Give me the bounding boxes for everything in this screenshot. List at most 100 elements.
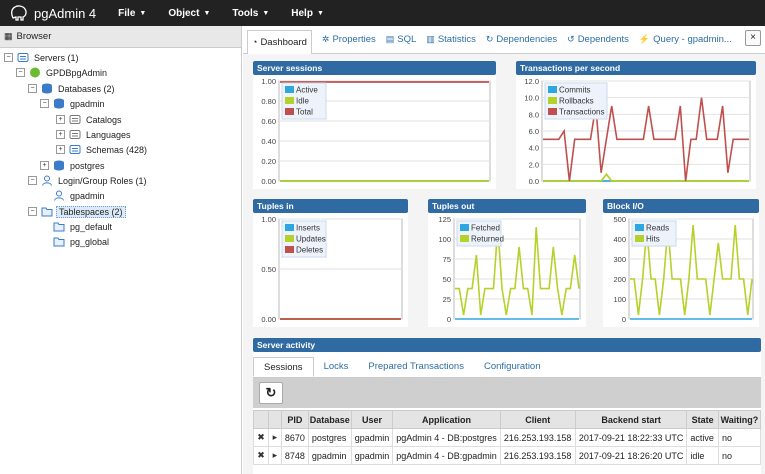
expand-icon[interactable]: + bbox=[56, 115, 65, 124]
column-header bbox=[267, 410, 282, 429]
column-header: Database bbox=[307, 410, 352, 429]
languages-icon bbox=[69, 129, 81, 140]
terminate-session-icon[interactable]: ✖ bbox=[253, 446, 269, 465]
tree-node[interactable]: gpadmin bbox=[40, 188, 107, 203]
main-tab-bar: ◔ Dashboard ✲ Properties ▤ SQL ▥ Statistics ↻ Dep… bbox=[243, 26, 765, 54]
menu-help[interactable]: Help ▼ bbox=[291, 7, 324, 19]
collapse-icon[interactable]: − bbox=[28, 84, 37, 93]
tree-node[interactable]: + Languages bbox=[56, 127, 133, 142]
tree-node[interactable]: + Catalogs bbox=[56, 112, 124, 127]
tab-query[interactable]: ⚡ Query - gpadmin... bbox=[639, 34, 732, 45]
tree-node[interactable]: − Servers (1) bbox=[4, 50, 81, 65]
table-cell: no bbox=[717, 446, 762, 465]
tuples-in-panel: Tuples in 1.00 0.50 0.00 Inserts Updates Dele… bbox=[253, 199, 408, 327]
dependencies-icon: ↻ bbox=[485, 34, 494, 44]
table-cell: 216.253.193.158 bbox=[499, 446, 576, 465]
refresh-button[interactable]: ↻ bbox=[259, 382, 283, 404]
tree-node-label: postgres bbox=[70, 160, 105, 171]
legend-swatch bbox=[285, 97, 294, 104]
dashboard-icon: ◔ bbox=[252, 37, 258, 47]
tab-label: Properties bbox=[332, 34, 376, 45]
collapse-icon[interactable]: − bbox=[16, 68, 25, 77]
legend-label: Idle bbox=[296, 97, 309, 106]
table-cell: 8670 bbox=[280, 428, 309, 447]
table-cell: 8748 bbox=[280, 446, 309, 465]
tree-node[interactable]: − Login/Group Roles (1) bbox=[28, 173, 149, 188]
tuples-out-panel: Tuples out 125 100 75 50 25 0 Fetched Returned bbox=[428, 199, 586, 327]
collapse-icon[interactable]: − bbox=[4, 53, 13, 62]
tree-node[interactable]: + postgres bbox=[40, 158, 107, 173]
expand-row-icon[interactable]: ▸ bbox=[267, 428, 282, 447]
column-header: PID bbox=[280, 410, 309, 429]
legend-swatch bbox=[635, 235, 644, 242]
tab-properties[interactable]: ✲ Properties bbox=[322, 34, 376, 45]
tablespace-icon bbox=[53, 236, 65, 247]
legend-label: Active bbox=[296, 86, 318, 95]
collapse-icon[interactable]: − bbox=[40, 99, 49, 108]
column-header: User bbox=[350, 410, 394, 429]
collapse-icon[interactable]: − bbox=[28, 207, 37, 216]
tree-node[interactable]: + Schemas (428) bbox=[56, 142, 149, 157]
table-cell: idle bbox=[686, 446, 719, 465]
legend-swatch bbox=[548, 97, 557, 104]
subtab-prepared-transactions[interactable]: Prepared Transactions bbox=[368, 361, 464, 372]
tab-statistics[interactable]: ▥ Statistics bbox=[426, 34, 476, 45]
table-row[interactable]: ✖ ▸ 8670 postgres gpadmin pgAdmin 4 - DB:post… bbox=[253, 428, 762, 447]
browser-title: Browser bbox=[16, 31, 52, 42]
y-tick-label: 0.50 bbox=[261, 265, 276, 274]
transactions-panel: Transactions per second 12.0 10.0 8.0 6.0 4.… bbox=[516, 61, 756, 189]
catalogs-icon bbox=[69, 114, 81, 125]
y-tick-label: 400 bbox=[613, 235, 626, 244]
activity-toolbar: ↻ bbox=[253, 378, 761, 408]
menu-file[interactable]: File ▼ bbox=[118, 7, 147, 19]
expand-icon[interactable]: + bbox=[56, 145, 65, 154]
tree-node[interactable]: − Databases (2) bbox=[28, 81, 117, 96]
menu-object[interactable]: Object ▼ bbox=[168, 7, 211, 19]
tab-dependencies[interactable]: ↻ Dependencies bbox=[486, 34, 557, 45]
legend-swatch bbox=[285, 224, 294, 231]
databases-icon bbox=[41, 83, 53, 94]
table-cell: pgAdmin 4 - DB:postgres bbox=[392, 428, 501, 447]
table-row[interactable]: ✖ ▸ 8748 gpadmin gpadmin pgAdmin 4 - DB:gpadm… bbox=[253, 446, 762, 465]
menu-tools[interactable]: Tools ▼ bbox=[232, 7, 270, 19]
tree-node-label: pg_default bbox=[70, 221, 113, 232]
tree-node[interactable]: pg_global bbox=[40, 234, 111, 249]
tree-node[interactable]: − Tablespaces (2) bbox=[28, 204, 126, 219]
legend-label: Reads bbox=[646, 224, 669, 233]
expand-icon[interactable]: + bbox=[40, 161, 49, 170]
tab-dependents[interactable]: ↺ Dependents bbox=[567, 34, 629, 45]
panel-title: Tuples in bbox=[253, 199, 408, 213]
table-cell: postgres bbox=[307, 428, 352, 447]
tab-dashboard[interactable]: ◔ Dashboard bbox=[247, 29, 312, 54]
tree-node[interactable]: − gpadmin bbox=[40, 96, 107, 111]
browser-panel: ▦ Browser − Servers (1) − GPDBpgAdmin − Datab… bbox=[0, 26, 242, 474]
tree-node-label: Servers (1) bbox=[34, 52, 79, 63]
y-tick-label: 0.0 bbox=[529, 177, 539, 186]
collapse-icon[interactable]: − bbox=[28, 176, 37, 185]
terminate-session-icon[interactable]: ✖ bbox=[253, 428, 269, 447]
subtab-sessions[interactable]: Sessions bbox=[253, 357, 314, 377]
top-navbar: pgAdmin 4 File ▼ Object ▼ Tools ▼ Help ▼ bbox=[0, 0, 765, 26]
subtab-configuration[interactable]: Configuration bbox=[483, 361, 541, 372]
close-tab-button[interactable]: × bbox=[745, 30, 761, 46]
tree-node-label: Tablespaces (2) bbox=[56, 205, 126, 218]
server-activity-panel: Server activity Sessions Locks Prepared Tr… bbox=[253, 338, 762, 474]
app-brand[interactable]: pgAdmin 4 bbox=[10, 5, 96, 21]
expand-row-icon[interactable]: ▸ bbox=[267, 446, 282, 465]
expand-icon[interactable]: + bbox=[56, 130, 65, 139]
properties-icon: ✲ bbox=[321, 34, 330, 44]
tree-node[interactable]: pg_default bbox=[40, 219, 114, 234]
y-tick-label: 100 bbox=[438, 235, 451, 244]
y-tick-label: 0.40 bbox=[261, 137, 276, 146]
column-header: Client bbox=[499, 410, 576, 429]
chart-legend: Commits Rollbacks Transactions bbox=[544, 82, 608, 120]
y-tick-label: 125 bbox=[438, 215, 451, 224]
server-icon bbox=[29, 67, 41, 78]
tablespaces-icon bbox=[41, 206, 53, 217]
legend-label: Returned bbox=[471, 235, 504, 244]
tab-sql[interactable]: ▤ SQL bbox=[386, 34, 417, 45]
tree-node[interactable]: − GPDBpgAdmin bbox=[16, 65, 109, 80]
y-tick-label: 0.80 bbox=[261, 97, 276, 106]
subtab-locks[interactable]: Locks bbox=[323, 361, 349, 372]
legend-label: Rollbacks bbox=[559, 97, 594, 106]
